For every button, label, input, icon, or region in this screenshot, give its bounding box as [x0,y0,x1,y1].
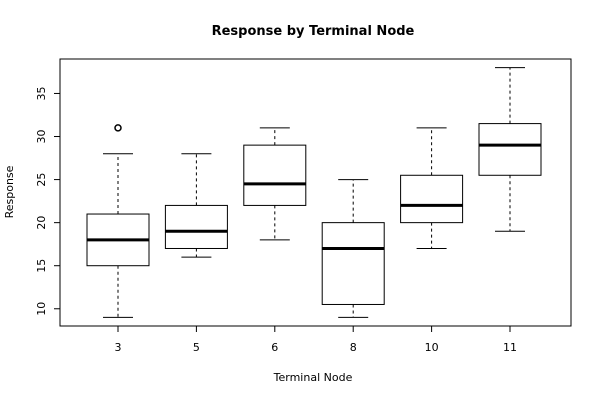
y-tick-label: 20 [35,216,48,230]
box-node-5 [164,153,228,258]
y-tick-label: 30 [35,130,48,144]
outlier-point [114,124,122,132]
x-tick-label: 8 [350,341,357,354]
y-tick-label: 15 [35,259,48,273]
iqr-box [400,174,464,224]
iqr-box [321,222,385,305]
y-tick-label: 10 [35,302,48,316]
x-tick-label: 11 [503,341,517,354]
box-node-6 [243,127,307,241]
iqr-box [478,123,542,176]
x-tick-label: 10 [425,341,439,354]
y-axis-label: Response [3,165,16,218]
x-tick-label: 6 [271,341,278,354]
iqr-box [164,204,228,249]
box-node-11 [478,67,542,232]
y-tick-label: 25 [35,173,48,187]
chart-title: Response by Terminal Node [212,24,415,39]
x-axis: 3 5 6 8 10 11 [115,325,517,354]
box-node-3 [86,124,150,318]
iqr-box [243,144,307,206]
box-node-8 [321,179,385,318]
x-axis-label: Terminal Node [273,371,353,384]
boxes-group [86,67,542,318]
x-tick-label: 3 [115,341,122,354]
box-node-10 [400,127,464,249]
plot-frame [59,58,572,327]
y-tick-label: 35 [35,86,48,100]
x-tick-label: 5 [193,341,200,354]
y-axis: 10 15 20 25 30 35 [35,86,61,316]
